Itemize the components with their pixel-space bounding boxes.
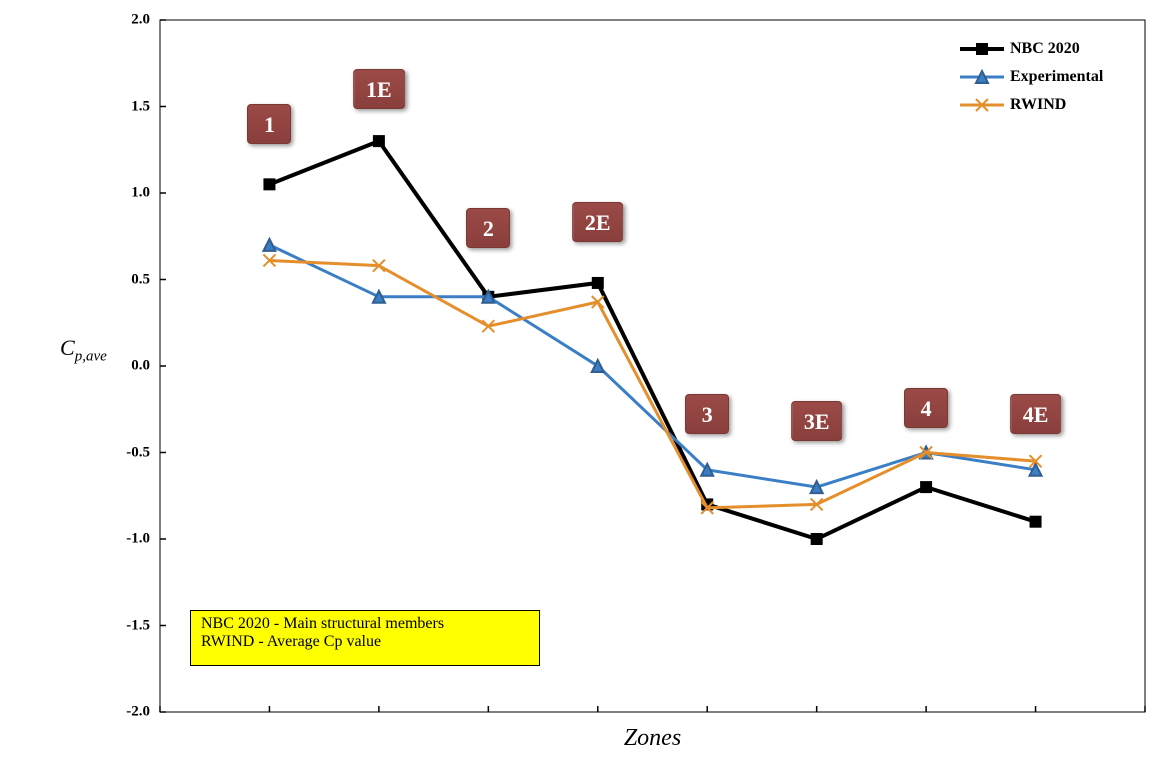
y-tick-label: -2.0 (126, 704, 150, 721)
y-axis-label-main: C (60, 335, 75, 360)
legend: NBC 2020 Experimental RWIND (960, 40, 1103, 124)
zone-badge-2: 2 (466, 208, 510, 248)
y-tick-label: -1.5 (126, 617, 150, 634)
series-marker-nbc-2020 (1031, 517, 1041, 527)
zone-badge-1e: 1E (353, 69, 405, 109)
y-tick-label: 1.5 (131, 98, 150, 115)
y-axis-label: Cp,ave (60, 335, 107, 365)
y-tick-label: 0.0 (131, 358, 150, 375)
zone-badge-2e: 2E (572, 202, 624, 242)
series-marker-nbc-2020 (264, 179, 274, 189)
legend-swatch (960, 69, 1004, 85)
y-tick-label: -0.5 (126, 444, 150, 461)
series-marker-nbc-2020 (593, 278, 603, 288)
legend-item-rwind: RWIND (960, 96, 1103, 114)
zone-badge-4: 4 (904, 388, 948, 428)
legend-item-experimental: Experimental (960, 68, 1103, 86)
series-marker-nbc-2020 (812, 534, 822, 544)
zone-badge-4e: 4E (1010, 394, 1062, 434)
y-tick-label: 0.5 (131, 271, 150, 288)
note-line: RWIND - Average Cp value (201, 633, 529, 651)
note-box: NBC 2020 - Main structural membersRWIND … (190, 610, 540, 666)
y-axis-label-sub: p,ave (75, 348, 107, 364)
zone-badge-1: 1 (247, 104, 291, 144)
chart-root: -2.0 -1.5 -1.0 -0.5 0.0 0.5 1.0 1.5 2.0 1 1E 2 2E 3 3E… (0, 0, 1159, 768)
series-marker-nbc-2020 (921, 482, 931, 492)
y-tick-label: -1.0 (126, 531, 150, 548)
x-axis-label: Zones (624, 725, 681, 752)
legend-label: NBC 2020 (1010, 40, 1080, 58)
y-tick-label: 2.0 (131, 12, 150, 29)
y-tick-label: 1.0 (131, 185, 150, 202)
note-line: NBC 2020 - Main structural members (201, 615, 529, 633)
zone-badge-3e: 3E (791, 401, 843, 441)
legend-swatch (960, 41, 1004, 57)
legend-label: RWIND (1010, 96, 1066, 114)
legend-label: Experimental (1010, 68, 1103, 86)
legend-item-nbc-2020: NBC 2020 (960, 40, 1103, 58)
legend-swatch (960, 97, 1004, 113)
series-marker-nbc-2020 (374, 136, 384, 146)
zone-badge-3: 3 (685, 394, 729, 434)
